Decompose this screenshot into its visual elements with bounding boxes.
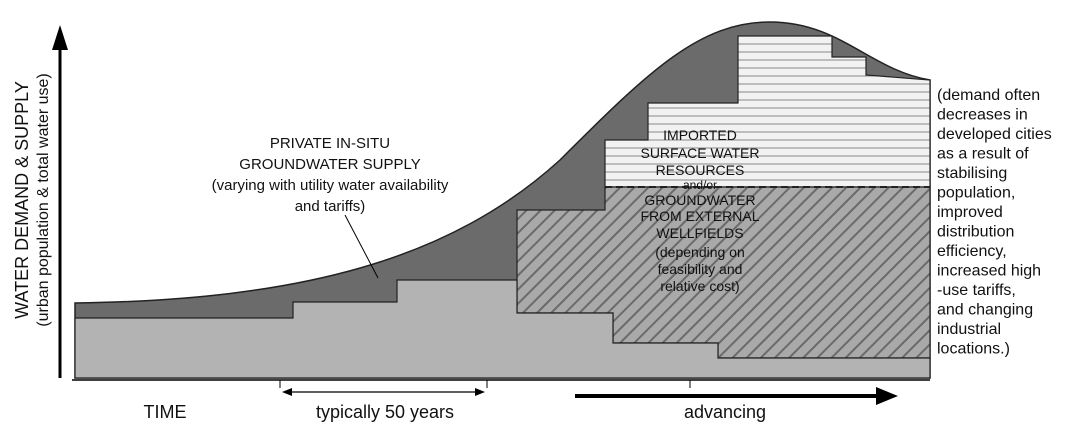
span-arrowhead	[282, 388, 292, 396]
demand-note: efficiency,	[937, 243, 1007, 260]
advancing-arrowhead	[876, 387, 898, 405]
private-supply-label: (varying with utility water availability	[212, 177, 449, 194]
demand-note: and changing	[937, 302, 1033, 319]
private-supply-label: GROUNDWATER SUPPLY	[239, 156, 420, 173]
demand-note: stabilising	[937, 165, 1007, 182]
private-supply-label: PRIVATE IN-SITU	[270, 135, 390, 152]
y-axis-arrow	[52, 25, 68, 50]
external-supply-label: feasibility and	[658, 261, 743, 277]
external-supply-label: relative cost)	[660, 278, 739, 294]
external-supply-label: FROM EXTERNAL	[640, 208, 759, 224]
leader-line	[344, 214, 379, 279]
private-supply-label: and tariffs)	[295, 198, 366, 215]
demand-note: population,	[937, 185, 1015, 202]
external-supply-label: IMPORTED	[663, 127, 737, 143]
demand-note: decreases in	[937, 107, 1028, 124]
demand-note: -use tariffs,	[937, 282, 1016, 299]
span-arrowhead	[475, 388, 485, 396]
y-axis-label-line: WATER DEMAND & SUPPLY	[12, 81, 32, 319]
imported-water-area	[604, 35, 931, 188]
demand-note: locations.)	[937, 341, 1010, 358]
demand-note: improved	[937, 204, 1003, 221]
external-supply-label: WELLFIELDS	[656, 225, 743, 241]
utility-supply-area	[74, 279, 931, 379]
external-supply-label: and/or	[683, 178, 717, 192]
demand-note: (demand often	[937, 87, 1040, 104]
demand-note: as a result of	[937, 146, 1029, 163]
external-supply-label: RESOURCES	[656, 162, 745, 178]
demand-note: increased high	[937, 263, 1041, 280]
external-supply-label: SURFACE WATER	[640, 145, 759, 161]
x-axis-direction: advancing	[684, 402, 766, 422]
x-axis-time: TIME	[144, 402, 187, 422]
y-axis-label-line: (urban population & total water use)	[35, 73, 52, 326]
demand-note: developed cities	[937, 126, 1052, 143]
external-supply-label: (depending on	[655, 244, 745, 260]
x-axis-span: typically 50 years	[316, 402, 454, 422]
external-supply-label: GROUNDWATER	[644, 192, 755, 208]
demand-note: industrial	[937, 321, 1001, 338]
y-axis-label: WATER DEMAND & SUPPLY (urban population &…	[12, 73, 52, 326]
demand-note: distribution	[937, 224, 1014, 241]
